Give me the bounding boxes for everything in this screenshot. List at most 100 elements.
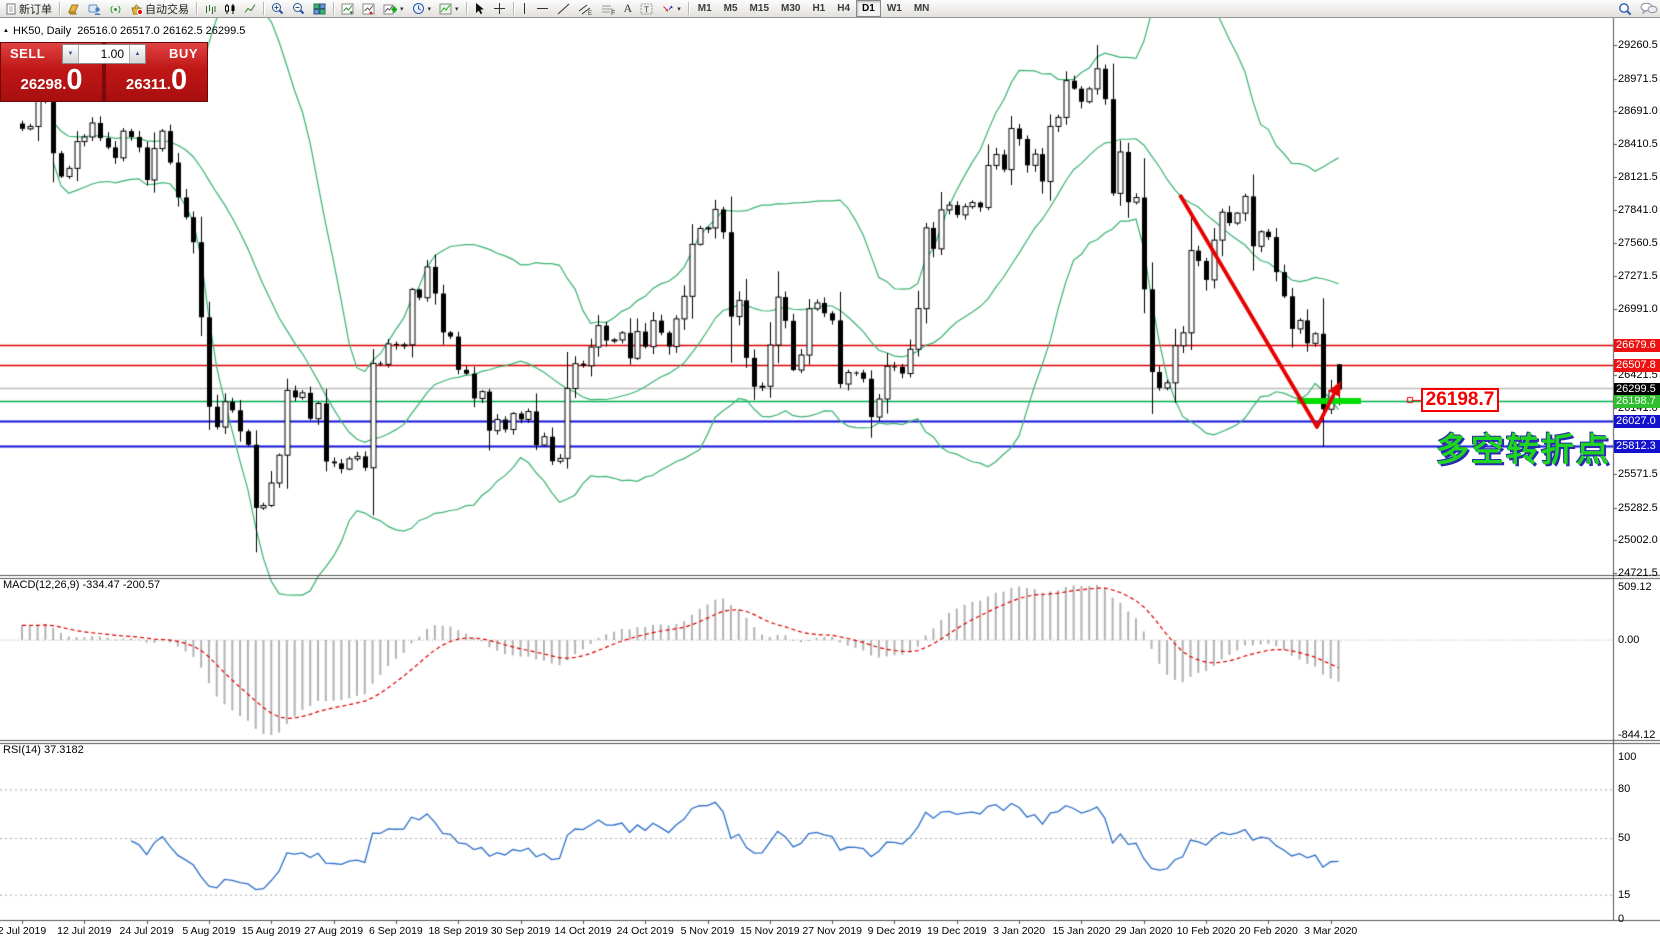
text-label-tool-button[interactable]: T [636,0,657,17]
market-watch-button[interactable] [84,0,105,17]
periods-button[interactable]: ▾ [408,0,436,17]
volume-decrease-button[interactable]: ▼ [63,45,79,63]
market-watch-icon [88,3,101,15]
zoom-in-icon [271,2,284,15]
fibonacci-icon: F [601,3,616,15]
channel-tool-button[interactable]: E [574,0,597,17]
timeframe-button-M30[interactable]: M30 [781,3,801,14]
price-axis[interactable]: 29260.5 28971.5 28691.0 28410.5 28121.5 27841… [1613,0,1660,940]
price-tick-label: 25282.5 [1618,501,1658,514]
rsi-indicator-label: RSI(14) 37.3182 [3,744,84,756]
main-toolbar: 新订单 自动交易 ▾ ▾ [0,0,1660,18]
divider [196,2,197,15]
price-tick-label: 25002.0 [1618,534,1658,547]
rsi-axis-label: 80 [1618,783,1631,796]
price-badge: 26507.8 [1614,358,1660,372]
price-tick-label: 27841.0 [1618,204,1658,217]
price-tick-label: 28410.5 [1618,137,1658,150]
fibonacci-tool-button[interactable]: F [597,0,620,17]
trendline-tool-button[interactable] [553,0,574,17]
add-indicator-button[interactable]: ▾ [379,0,408,17]
chart-focus-marker-icon: ▲ [3,28,9,34]
price-tick-label: 24721.5 [1618,567,1658,579]
vertical-line-tool-button[interactable] [517,0,532,17]
arrows-icon [661,3,674,15]
price-tick-label: 28121.5 [1618,171,1658,184]
buy-button[interactable]: BUY 26311.0 [105,43,207,101]
add-indicator-icon [383,3,397,15]
macd-axis-label: 0.00 [1618,634,1640,647]
vertical-line-icon [521,2,528,15]
timeframe-button-M15[interactable]: M15 [749,3,769,14]
autotrading-button[interactable]: 自动交易 [126,0,193,17]
turning-point-text[interactable]: 多空转折点 [1436,431,1611,468]
tile-windows-button[interactable] [309,0,330,17]
price-tick-label: 27560.5 [1618,236,1658,249]
cursor-icon [474,2,485,15]
sell-button[interactable]: SELL 26298.0 [1,43,103,101]
volume-value[interactable]: 1.00 [100,47,124,61]
horizontal-line-tool-button[interactable] [532,0,553,17]
zoom-out-button[interactable] [288,0,309,17]
symbol-info: HK50, Daily 26516.0 26517.0 26162.5 2629… [13,25,246,37]
svg-text:E: E [588,11,592,15]
price-tick-label: 25571.5 [1618,468,1658,481]
timeframe-button-M5[interactable]: M5 [723,3,738,14]
clock-icon [412,2,425,15]
sell-price: 26298.0 [20,64,83,96]
timeframe-button-H1[interactable]: H1 [812,3,826,14]
search-icon [1618,2,1632,16]
divider [333,2,334,15]
rsi-axis-label: 15 [1618,888,1631,901]
timeframe-button-H4[interactable]: H4 [837,3,851,14]
one-click-trading-panel: SELL 26298.0 BUY 26311.0 ▼ 1.00 ▲ [0,42,208,102]
templates-button[interactable]: ▾ [435,0,463,17]
text-tool-button[interactable]: A [620,0,637,17]
strategy-tester-button[interactable] [358,0,379,17]
autotrading-icon [130,3,143,15]
bar-chart-button[interactable] [200,0,220,17]
horizontal-line-icon [536,4,549,13]
candlestick-chart-button[interactable] [220,0,240,17]
price-badge: 26198.7 [1614,394,1660,408]
price-badge: 26027.0 [1614,414,1660,428]
templates-icon [439,3,452,15]
signals-button[interactable] [105,0,126,17]
timeframe-button-MN[interactable]: MN [913,3,930,14]
rsi-axis-label: 50 [1618,832,1631,844]
price-badge: 26679.6 [1614,338,1660,352]
templates-dropdown-caret: ▾ [455,5,459,13]
toolbar-right-group [1614,0,1660,17]
arrows-tool-button[interactable]: ▾ [657,0,685,17]
svg-text:T: T [644,5,649,14]
arrows-dropdown-caret: ▾ [677,5,681,13]
search-button[interactable] [1614,0,1636,17]
timeframe-button-W1[interactable]: W1 [886,3,902,14]
price-annotation-box[interactable]: 26198.7 [1421,388,1499,412]
text-icon: A [623,1,633,15]
divider [59,2,60,15]
price-tick-label: 26421.5 [1618,369,1658,382]
timeframe-button-M1[interactable]: M1 [697,3,712,14]
zoom-out-icon [292,2,305,15]
line-chart-icon [244,3,256,15]
new-order-button[interactable]: 新订单 [2,0,56,17]
divider [263,2,264,15]
macd-axis-label: 509.12 [1618,581,1652,593]
crosshair-tool-button[interactable] [489,0,510,17]
chat-button[interactable] [1636,0,1660,17]
rsi-axis-label: 100 [1618,751,1637,763]
data-window-button[interactable] [337,0,358,17]
volume-increase-button[interactable]: ▲ [129,45,145,63]
buy-price: 26311.0 [125,64,188,96]
zoom-in-button[interactable] [267,0,288,17]
cursor-tool-button[interactable] [470,0,489,17]
price-badge: 25812.3 [1614,439,1660,453]
profiles-button[interactable] [63,0,84,17]
line-chart-button[interactable] [240,0,260,17]
periods-dropdown-caret: ▾ [427,5,432,13]
signals-icon [109,3,122,15]
timeframe-button-D1[interactable]: D1 [856,0,881,17]
data-window-icon [341,3,354,15]
